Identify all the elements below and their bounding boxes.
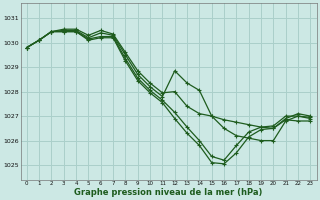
X-axis label: Graphe pression niveau de la mer (hPa): Graphe pression niveau de la mer (hPa) (74, 188, 263, 197)
